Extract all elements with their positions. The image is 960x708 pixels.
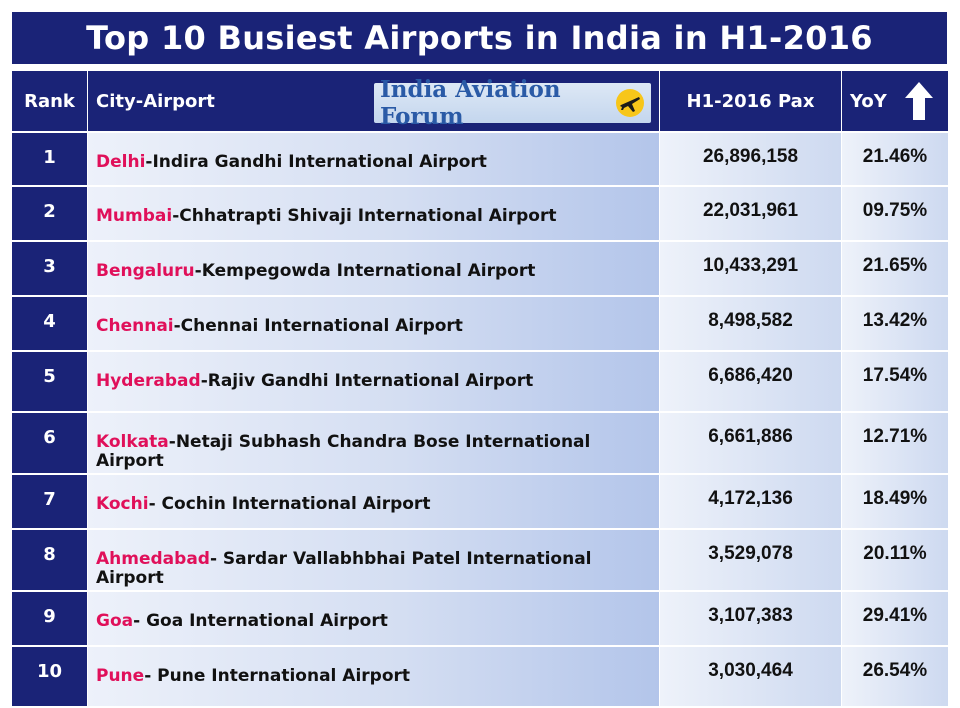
pax-cell: 6,661,886: [660, 413, 842, 473]
rank-cell: 3: [12, 242, 88, 295]
pax-cell: 22,031,961: [660, 187, 842, 240]
city-airport-cell: Delhi-Indira Gandhi International Airpor…: [88, 133, 660, 185]
airplane-icon: [616, 89, 644, 117]
rank-cell: 4: [12, 297, 88, 350]
header-city-airport-label: City-Airport: [96, 90, 215, 112]
city-airport-cell: Goa- Goa International Airport: [88, 592, 660, 645]
airport-name: - Goa International Airport: [133, 611, 388, 631]
city-airport-cell: Chennai-Chennai International Airport: [88, 297, 660, 350]
table-row: 1 Delhi-Indira Gandhi International Airpo…: [12, 133, 948, 185]
rank-cell: 7: [12, 475, 88, 528]
table-row: 4 Chennai-Chennai International Airport 8,…: [12, 297, 948, 350]
yoy-cell: 13.42%: [842, 297, 948, 350]
header-yoy: YoY: [842, 71, 948, 131]
city-airport-cell: Kochi- Cochin International Airport: [88, 475, 660, 528]
airport-name: - Sardar Vallabhbhai Patel International…: [96, 549, 592, 588]
table-row: 6 Kolkata-Netaji Subhash Chandra Bose Int…: [12, 413, 948, 473]
airport-name: - Cochin International Airport: [148, 494, 431, 514]
pax-cell: 6,686,420: [660, 352, 842, 411]
pax-cell: 3,107,383: [660, 592, 842, 645]
city-name: Ahmedabad: [96, 549, 210, 569]
city-name: Kochi: [96, 494, 149, 514]
table-row: 9 Goa- Goa International Airport 3,107,383…: [12, 592, 948, 645]
airports-table: Rank City-Airport India Aviation Forum H…: [12, 71, 948, 706]
city-airport-cell: Hyderabad-Rajiv Gandhi International Air…: [88, 352, 660, 411]
city-airport-cell: Mumbai-Chhatrapti Shivaji International …: [88, 187, 660, 240]
table-row: 10 Pune- Pune International Airport 3,030,…: [12, 647, 948, 706]
airport-name: -Netaji Subhash Chandra Bose Internation…: [96, 432, 591, 471]
rank-cell: 8: [12, 530, 88, 590]
table-row: 7 Kochi- Cochin International Airport 4,17…: [12, 475, 948, 528]
header-rank: Rank: [12, 71, 88, 131]
city-airport-cell: Ahmedabad- Sardar Vallabhbhai Patel Inte…: [88, 530, 660, 590]
city-airport-cell: Kolkata-Netaji Subhash Chandra Bose Inte…: [88, 413, 660, 473]
rank-cell: 5: [12, 352, 88, 411]
table-row: 2 Mumbai-Chhatrapti Shivaji International…: [12, 187, 948, 240]
yoy-cell: 20.11%: [842, 530, 948, 590]
city-name: Delhi: [96, 152, 146, 172]
rank-cell: 2: [12, 187, 88, 240]
yoy-cell: 09.75%: [842, 187, 948, 240]
header-city-airport: City-Airport India Aviation Forum: [88, 71, 660, 131]
yoy-cell: 21.65%: [842, 242, 948, 295]
rank-cell: 1: [12, 133, 88, 185]
header-pax: H1-2016 Pax: [660, 71, 842, 131]
city-name: Chennai: [96, 316, 174, 336]
yoy-cell: 26.54%: [842, 647, 948, 706]
city-name: Bengaluru: [96, 261, 195, 281]
airport-name: -Chhatrapti Shivaji International Airpor…: [172, 206, 557, 226]
yoy-cell: 18.49%: [842, 475, 948, 528]
logo-text: India Aviation Forum: [380, 76, 561, 130]
up-arrow-icon: [905, 82, 933, 120]
city-name: Pune: [96, 666, 145, 686]
airport-name: -Chennai International Airport: [173, 316, 463, 336]
city-name: Mumbai: [96, 206, 173, 226]
table-row: 8 Ahmedabad- Sardar Vallabhbhai Patel Int…: [12, 530, 948, 590]
chart-title: Top 10 Busiest Airports in India in H1-2…: [12, 12, 947, 64]
pax-cell: 3,529,078: [660, 530, 842, 590]
rank-cell: 10: [12, 647, 88, 706]
table-row: 3 Bengaluru-Kempegowda International Airp…: [12, 242, 948, 295]
city-name: Kolkata: [96, 432, 169, 452]
table-row: 5 Hyderabad-Rajiv Gandhi International Ai…: [12, 352, 948, 411]
rank-cell: 9: [12, 592, 88, 645]
city-airport-cell: Pune- Pune International Airport: [88, 647, 660, 706]
pax-cell: 8,498,582: [660, 297, 842, 350]
airport-name: -Kempegowda International Airport: [194, 261, 536, 281]
airport-name: -Indira Gandhi International Airport: [145, 152, 487, 172]
city-airport-cell: Bengaluru-Kempegowda International Airpo…: [88, 242, 660, 295]
airport-name: -Rajiv Gandhi International Airport: [200, 371, 534, 391]
yoy-cell: 21.46%: [842, 133, 948, 185]
rank-cell: 6: [12, 413, 88, 473]
airport-name: - Pune International Airport: [144, 666, 411, 686]
pax-cell: 4,172,136: [660, 475, 842, 528]
pax-cell: 26,896,158: [660, 133, 842, 185]
pax-cell: 3,030,464: [660, 647, 842, 706]
city-name: Hyderabad: [96, 371, 201, 391]
pax-cell: 10,433,291: [660, 242, 842, 295]
yoy-cell: 29.41%: [842, 592, 948, 645]
table-header-row: Rank City-Airport India Aviation Forum H…: [12, 71, 948, 131]
yoy-cell: 12.71%: [842, 413, 948, 473]
yoy-cell: 17.54%: [842, 352, 948, 411]
city-name: Goa: [96, 611, 134, 631]
header-yoy-label: YoY: [850, 90, 887, 112]
india-aviation-forum-logo: India Aviation Forum: [374, 76, 651, 130]
